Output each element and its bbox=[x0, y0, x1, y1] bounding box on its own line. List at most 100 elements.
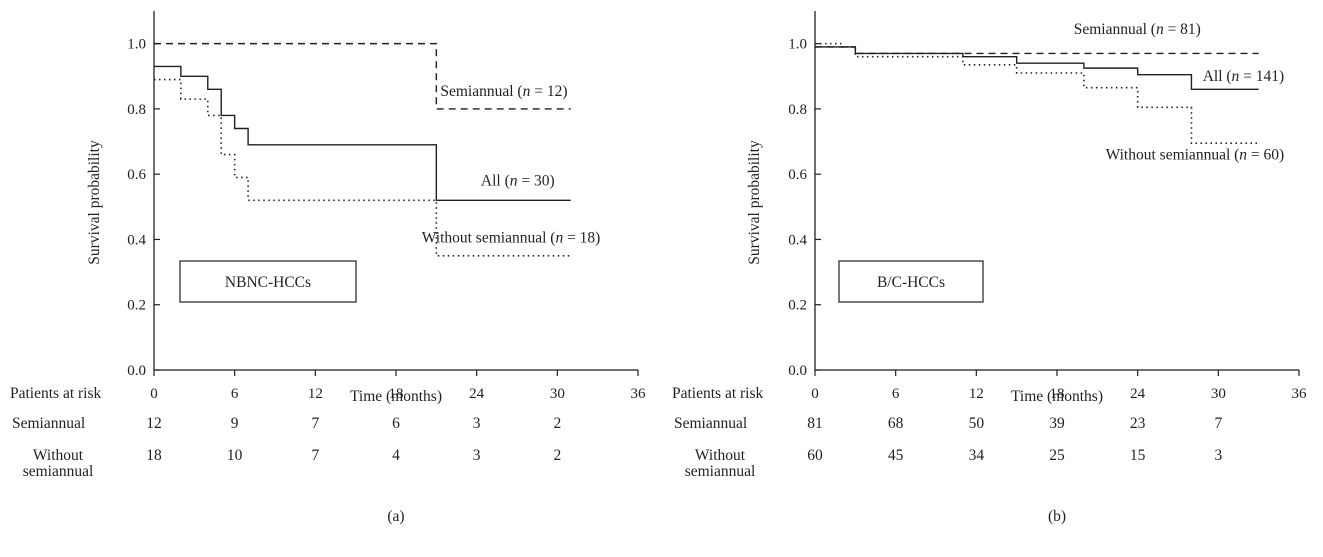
panel-b-label-semiannual-n-symbol: n bbox=[1156, 21, 1164, 38]
panel-a-risk-cell: 10 bbox=[227, 447, 243, 464]
panel-a-series-semiannual-line bbox=[154, 42, 571, 110]
panel-a-label-without-n-symbol: n bbox=[555, 230, 563, 247]
panel-a-risk-cell: 7 bbox=[311, 447, 319, 464]
panel-a-label-semiannual: Semiannual (n = 12) bbox=[440, 83, 567, 100]
panel-a-risk-cell: 6 bbox=[392, 415, 400, 432]
panel-a-label-all-n-symbol: n bbox=[510, 173, 518, 190]
panel-a-risk-row-label: Without semiannual bbox=[23, 447, 94, 480]
panel-b-risk-cell: 7 bbox=[1214, 415, 1222, 432]
panel-a-x-tick-label: 12 bbox=[308, 386, 323, 402]
panel-a-y-tick-label: 0.6 bbox=[127, 167, 146, 183]
panel-b-x-tick-label: 0 bbox=[811, 386, 819, 402]
panel-b-risk-cell: 45 bbox=[888, 447, 904, 464]
panel-a-y-tick-label: 0.2 bbox=[127, 298, 146, 314]
panel-b-x-axis-label: Time (months) bbox=[1011, 388, 1103, 405]
panel-b-y-tick-label: 0.0 bbox=[788, 363, 807, 379]
panel-b-risk-cell: 34 bbox=[969, 447, 985, 464]
panel-b-risk-row-label-line: Semiannual bbox=[674, 415, 747, 432]
panel-a-series-without-line bbox=[154, 78, 571, 257]
panel-b-risk-row-label: Without semiannual bbox=[685, 447, 756, 480]
panel-a-risk-row-label-line: Without bbox=[33, 447, 84, 464]
panel-b-label-semiannual-name: Semiannual ( bbox=[1074, 21, 1156, 38]
panel-b-risk-cell: 39 bbox=[1049, 415, 1065, 432]
panel-b-group-box bbox=[838, 260, 984, 303]
panel-a-risk-cell: 18 bbox=[146, 447, 162, 464]
panel-a-label-without-name: Without semiannual ( bbox=[422, 230, 556, 247]
panel-b-label-all-name: All ( bbox=[1203, 68, 1232, 85]
panel-b-group-label: B/C-HCCs bbox=[877, 274, 945, 291]
panel-a-label-without: Without semiannual (n = 18) bbox=[422, 230, 601, 247]
panel-b-series-all-line bbox=[815, 46, 1259, 91]
panel-b-x-tick-label: 24 bbox=[1130, 386, 1146, 402]
panel-a-x-tick-label: 18 bbox=[389, 386, 404, 402]
panel-b-x-tick-label: 6 bbox=[892, 386, 900, 402]
panel-b-risk-row-label-line: semiannual bbox=[685, 463, 756, 480]
panel-a-y-tick-label: 0.0 bbox=[127, 363, 146, 379]
panel-b-x-tick-label: 36 bbox=[1292, 386, 1308, 402]
panel-b-x-tick-label: 12 bbox=[969, 386, 984, 402]
panel-a-label-semiannual-n-symbol: n bbox=[523, 83, 531, 100]
panel-b-x-tick-label: 30 bbox=[1211, 386, 1226, 402]
panel-b-risk-cell: 68 bbox=[888, 415, 904, 432]
panel-a-risk-cell: 3 bbox=[473, 415, 481, 432]
panel-a-x-tick-label: 6 bbox=[231, 386, 239, 402]
panel-a-group-box bbox=[179, 260, 357, 303]
panel-a-risk-cell: 12 bbox=[146, 415, 162, 432]
panel-a-label-all: All (n = 30) bbox=[481, 173, 555, 190]
panel-b-panel-label: (b) bbox=[1048, 508, 1066, 525]
panel-a-risk-cell: 4 bbox=[392, 447, 400, 464]
panel-b-risk-cell: 50 bbox=[969, 415, 985, 432]
panel-b-label-all-n-symbol: n bbox=[1232, 68, 1240, 85]
panel-a-x-tick-label: 0 bbox=[150, 386, 158, 402]
panel-a-label-semiannual-name: Semiannual ( bbox=[440, 83, 522, 100]
panel-a-x-tick-label: 30 bbox=[550, 386, 565, 402]
panel-a-risk-cell: 3 bbox=[473, 447, 481, 464]
panel-a-label-without-count: = 18) bbox=[563, 230, 600, 247]
panel-b-risk-row-label: Semiannual bbox=[674, 415, 747, 432]
panel-a-y-tick-label: 0.4 bbox=[127, 232, 146, 248]
panel-a-panel-label: (a) bbox=[387, 508, 404, 525]
panel-a-x-tick-label: 24 bbox=[469, 386, 485, 402]
panel-b-y-tick-label: 1.0 bbox=[788, 37, 807, 53]
panel-a-label-all-count: = 30) bbox=[517, 173, 554, 190]
panel-a-risk-table-title: Patients at risk bbox=[10, 385, 102, 402]
panel-a-risk-cell: 2 bbox=[553, 415, 561, 432]
panel-a-label-semiannual-count: = 12) bbox=[530, 83, 567, 100]
panel-b-label-semiannual-count: = 81) bbox=[1164, 21, 1201, 38]
panel-a-series-all-line bbox=[154, 65, 571, 201]
panel-a-label-all-name: All ( bbox=[481, 173, 510, 190]
panel-b-risk-cell: 23 bbox=[1130, 415, 1146, 432]
panel-b-risk-cell: 25 bbox=[1049, 447, 1065, 464]
panel-a-y-axis-label: Survival probability bbox=[86, 140, 103, 265]
panel-a-x-tick-label: 36 bbox=[631, 386, 647, 402]
panel-b-label-without: Without semiannual (n = 60) bbox=[1106, 146, 1285, 163]
panel-b-risk-cell: 81 bbox=[807, 415, 823, 432]
panel-a-risk-row-label: Semiannual bbox=[12, 415, 85, 432]
panel-b-x-tick-label: 18 bbox=[1050, 386, 1065, 402]
panel-b-label-without-name: Without semiannual ( bbox=[1106, 146, 1240, 163]
panel-b-y-tick-label: 0.4 bbox=[788, 232, 807, 248]
panel-a-risk-cell: 7 bbox=[311, 415, 319, 432]
panel-b-y-tick-label: 0.6 bbox=[788, 167, 807, 183]
panel-a-risk-row-label-line: Semiannual bbox=[12, 415, 85, 432]
panel-b-risk-cell: 15 bbox=[1130, 447, 1146, 464]
panel-b-risk-table-title: Patients at risk bbox=[672, 385, 764, 402]
panel-b-label-all-count: = 141) bbox=[1239, 68, 1284, 85]
panel-b-label-all: All (n = 141) bbox=[1203, 68, 1285, 85]
panel-a-x-axis-label: Time (months) bbox=[350, 388, 442, 405]
panel-b-y-tick-label: 0.2 bbox=[788, 298, 807, 314]
panel-b-series-semiannual-line bbox=[815, 46, 1259, 55]
panel-b-y-tick-label: 0.8 bbox=[788, 102, 807, 118]
panel-a-y-tick-label: 1.0 bbox=[127, 37, 146, 53]
panel-b-label-semiannual: Semiannual (n = 81) bbox=[1074, 21, 1201, 38]
panel-a-risk-cell: 2 bbox=[553, 447, 561, 464]
panel-b-risk-cell: 3 bbox=[1214, 447, 1222, 464]
panel-b-label-without-n-symbol: n bbox=[1239, 146, 1247, 163]
panel-b-label-without-count: = 60) bbox=[1247, 146, 1284, 163]
panel-b-y-axis-label: Survival probability bbox=[746, 140, 763, 265]
panel-b-risk-row-label-line: Without bbox=[695, 447, 746, 464]
panel-a-risk-row-label-line: semiannual bbox=[23, 463, 94, 480]
panel-a-y-tick-label: 0.8 bbox=[127, 102, 146, 118]
panel-a-risk-cell: 9 bbox=[231, 415, 239, 432]
